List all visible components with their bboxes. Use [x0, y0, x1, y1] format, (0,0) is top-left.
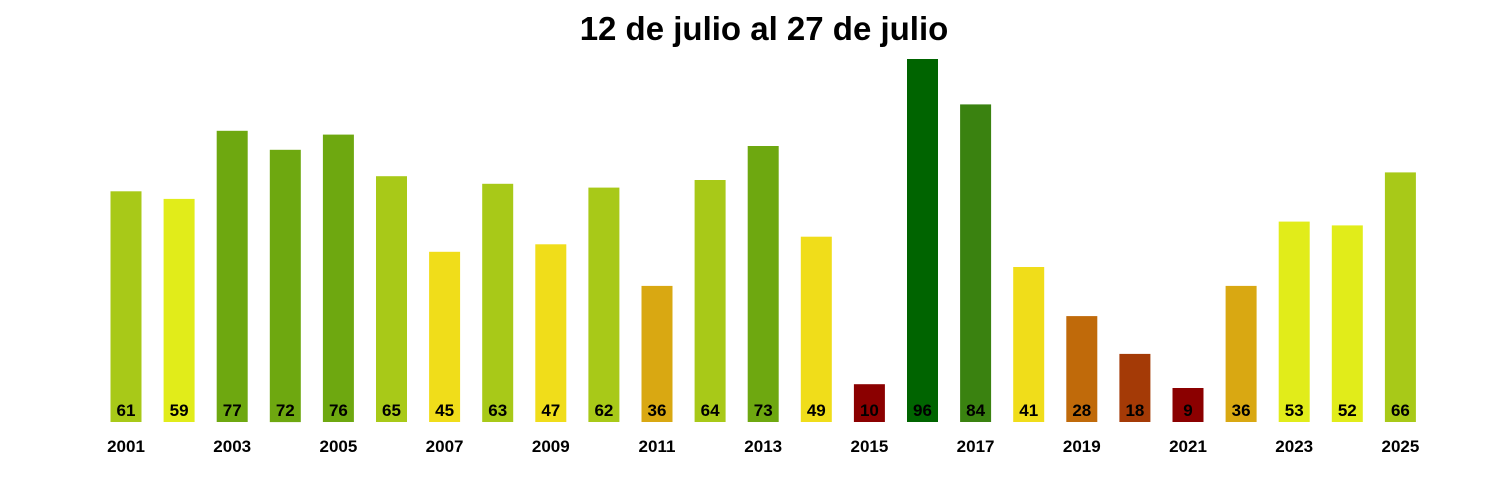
x-tick-label-2019: 2019 — [1063, 437, 1101, 456]
x-tick-label-2021: 2021 — [1169, 437, 1207, 456]
value-label-2022: 36 — [1232, 401, 1251, 420]
bar-2008 — [482, 183, 514, 422]
x-tick-label-2007: 2007 — [426, 437, 464, 456]
value-label-2004: 72 — [276, 401, 295, 420]
x-tick-label-2011: 2011 — [639, 437, 676, 456]
bar-2009 — [535, 244, 567, 422]
bar-2023 — [1278, 221, 1310, 422]
value-label-2021: 9 — [1183, 401, 1192, 420]
value-label-2012: 64 — [701, 401, 720, 420]
value-label-2016: 96 — [913, 401, 932, 420]
bar-2024 — [1331, 225, 1363, 422]
bar-2013 — [747, 146, 779, 422]
chart-title: 12 de julio al 27 de julio — [579, 10, 949, 47]
bar-2017 — [960, 104, 992, 423]
bar-2018 — [1013, 267, 1045, 422]
value-label-2019: 28 — [1072, 401, 1091, 420]
bar-2001 — [110, 191, 142, 422]
value-label-2008: 63 — [488, 401, 507, 420]
bar-2022 — [1225, 285, 1257, 422]
bar-2020 — [1119, 353, 1151, 422]
bar-2004 — [269, 149, 301, 423]
bar-2005 — [322, 134, 354, 422]
bar-2007 — [429, 251, 461, 422]
bar-2021 — [1172, 388, 1204, 422]
value-label-2010: 62 — [594, 401, 613, 420]
bar-2014 — [800, 236, 832, 422]
x-tick-label-2009: 2009 — [532, 437, 570, 456]
bar-2002 — [163, 198, 195, 422]
x-tick-label-2015: 2015 — [850, 437, 888, 456]
value-label-2025: 66 — [1391, 401, 1410, 420]
value-label-2006: 65 — [382, 401, 401, 420]
value-label-2018: 41 — [1019, 401, 1038, 420]
bar-2025 — [1384, 172, 1416, 422]
value-label-2020: 18 — [1125, 401, 1144, 420]
bar-2006 — [376, 176, 407, 422]
value-labels-group: 61 59 77 72 76 65 45 63 47 62 36 64 73 49 10 96 84 41 28 18… — [117, 401, 1410, 420]
x-tick-label-2005: 2005 — [319, 437, 357, 456]
bar-2019 — [1066, 316, 1098, 422]
value-label-2017: 84 — [966, 401, 985, 420]
x-tick-label-2025: 2025 — [1381, 437, 1419, 456]
bar-2016 — [907, 59, 938, 422]
x-tick-label-2003: 2003 — [213, 437, 251, 456]
value-label-2003: 77 — [223, 401, 242, 420]
value-label-2005: 76 — [329, 401, 348, 420]
bars-group — [110, 59, 1416, 423]
value-label-2011: 36 — [648, 401, 667, 420]
value-label-2023: 53 — [1285, 401, 1304, 420]
bar-2015 — [853, 384, 885, 422]
x-tick-label-2017: 2017 — [957, 437, 995, 456]
value-label-2001: 61 — [117, 401, 136, 420]
x-tick-label-2013: 2013 — [744, 437, 782, 456]
x-tick-label-2001: 2001 — [107, 437, 145, 456]
value-label-2007: 45 — [435, 401, 454, 420]
bar-2011 — [641, 285, 673, 422]
bar-2003 — [216, 130, 248, 423]
value-label-2014: 49 — [807, 401, 826, 420]
x-axis-ticks-group: 2001 2003 2005 2007 2009 2011 2013 2015 2017 2019… — [107, 437, 1419, 456]
bar-2010 — [588, 187, 620, 422]
value-label-2009: 47 — [541, 401, 560, 420]
value-label-2002: 59 — [170, 401, 189, 420]
x-tick-label-2023: 2023 — [1275, 437, 1313, 456]
value-label-2024: 52 — [1338, 401, 1357, 420]
value-label-2013: 73 — [754, 401, 773, 420]
bar-2012 — [694, 180, 726, 422]
value-label-2015: 10 — [860, 401, 879, 420]
